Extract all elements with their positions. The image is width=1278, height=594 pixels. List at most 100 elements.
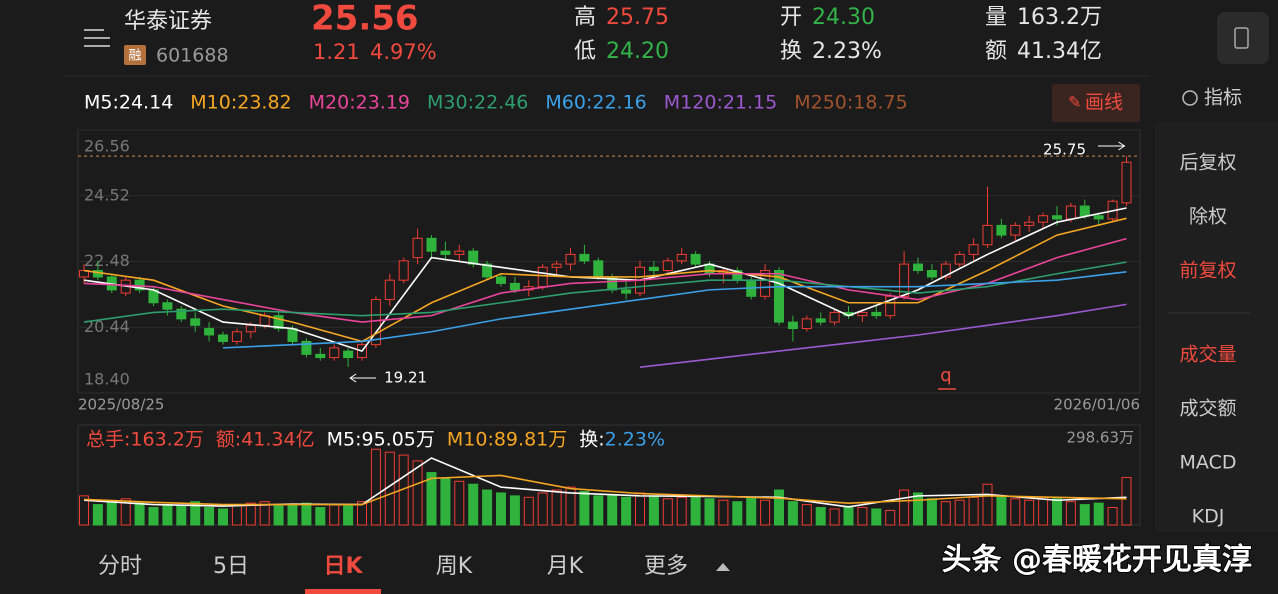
candle-body	[287, 328, 298, 342]
tab[interactable]: 5日	[213, 554, 249, 579]
candle-body	[176, 308, 187, 320]
candle-body	[329, 347, 340, 359]
sidebar-item[interactable]: 除权	[1189, 206, 1227, 228]
volume-bar	[774, 489, 784, 526]
y-tick-label: 298.63万	[1067, 429, 1135, 447]
candle-body	[676, 253, 687, 262]
volume-bar	[815, 507, 826, 526]
candle-body	[662, 260, 673, 272]
candle-body	[551, 263, 562, 268]
watermark: 头条 @春暖花开见真淳	[942, 543, 1252, 578]
candle-body	[829, 311, 840, 323]
stat-label: 开	[780, 5, 802, 30]
candle-body	[787, 321, 798, 330]
volume-bar	[176, 505, 187, 526]
ma-line	[83, 207, 1127, 353]
indicator-label[interactable]: 指标	[1204, 87, 1242, 109]
volume-bar	[259, 501, 270, 526]
volume-bar	[412, 460, 423, 526]
sidebar-item[interactable]: KDJ	[1192, 506, 1225, 528]
volume-summary: M5:95.05万	[327, 429, 435, 451]
candle-body	[1093, 215, 1104, 220]
volume-bar	[106, 501, 117, 526]
candle-body	[496, 276, 506, 284]
ma-line	[639, 303, 1127, 369]
stock-name: 华泰证券	[124, 9, 212, 34]
sidebar-item[interactable]: MACD	[1180, 452, 1237, 474]
volume-bar	[523, 496, 534, 526]
candle-body	[370, 299, 381, 346]
volume-bar	[426, 472, 437, 526]
tab[interactable]: 日K	[323, 554, 363, 579]
device-button[interactable]	[1217, 12, 1269, 64]
candle-body	[218, 334, 228, 342]
volume-bar	[579, 490, 590, 526]
stat-label: 额	[985, 39, 1007, 64]
y-tick-label: 24.52	[84, 185, 130, 204]
volume-bar	[343, 505, 354, 526]
candle-body	[162, 302, 173, 310]
tab[interactable]: 周K	[436, 554, 473, 579]
volume-summary: 额:41.34亿	[216, 429, 315, 451]
volume-bar	[648, 495, 659, 526]
more-arrow[interactable]	[716, 563, 730, 571]
candle-body	[996, 224, 1007, 236]
stat-value: 2.23%	[812, 39, 882, 64]
sidebar-item[interactable]: 前复权	[1179, 260, 1236, 282]
candle-body	[1065, 205, 1076, 220]
tab[interactable]: 分时	[98, 554, 142, 579]
candle-body	[1024, 221, 1035, 226]
candle-body	[648, 266, 659, 272]
low-arrow	[349, 373, 377, 383]
candle-body	[440, 250, 451, 255]
volume-bar	[982, 483, 993, 526]
volume-bar	[787, 501, 798, 526]
change: 1.21	[313, 40, 360, 64]
tab[interactable]: 更多	[644, 554, 688, 579]
candle-body	[760, 270, 771, 297]
x-tick-label: 2025/08/25	[78, 396, 164, 414]
event-icon[interactable]: q	[940, 365, 951, 386]
sidebar-item[interactable]: 成交额	[1179, 398, 1236, 420]
stat-value: 163.2万	[1017, 5, 1102, 30]
high-label: 25.75	[1043, 141, 1086, 159]
ma-line	[83, 474, 1127, 506]
volume-bar	[885, 509, 896, 526]
ma-line	[83, 261, 1127, 323]
volume-bar	[454, 480, 465, 526]
candle-body	[1079, 205, 1090, 217]
candle-body	[468, 250, 479, 265]
candle-body	[412, 237, 423, 259]
candle-body	[565, 253, 576, 265]
volume-bar	[662, 498, 673, 526]
candle-body	[204, 328, 215, 336]
ma-line	[222, 271, 1127, 349]
candle-body	[940, 263, 951, 278]
ma-line	[83, 217, 1127, 343]
legend-entry: M30:22.46	[427, 92, 528, 114]
volume-bar	[148, 507, 159, 526]
volume-bar	[593, 495, 604, 526]
sidebar-item[interactable]: 成交量	[1179, 344, 1236, 366]
volume-bar	[1024, 499, 1035, 526]
candle-body	[982, 224, 993, 246]
volume-bar	[607, 493, 618, 526]
volume-bar	[940, 501, 951, 526]
tab[interactable]: 月K	[547, 554, 584, 579]
candle-body	[968, 244, 979, 255]
candle-body	[579, 253, 590, 262]
draw-button[interactable]	[1052, 84, 1140, 122]
volume-summary: 2.23%	[605, 429, 665, 451]
high-arrow	[1098, 141, 1126, 151]
volume-bar	[329, 504, 340, 526]
back-icon[interactable]	[84, 29, 110, 47]
y-tick-label: 20.44	[84, 317, 130, 336]
volume-bar	[913, 492, 923, 526]
sidebar-item[interactable]: 后复权	[1179, 152, 1236, 174]
volume-bar	[273, 505, 284, 526]
volume-bar	[676, 496, 687, 526]
volume-bar	[482, 489, 493, 526]
low-label: 19.21	[384, 369, 427, 387]
sidebar	[1155, 122, 1278, 532]
candle-body	[398, 260, 409, 281]
